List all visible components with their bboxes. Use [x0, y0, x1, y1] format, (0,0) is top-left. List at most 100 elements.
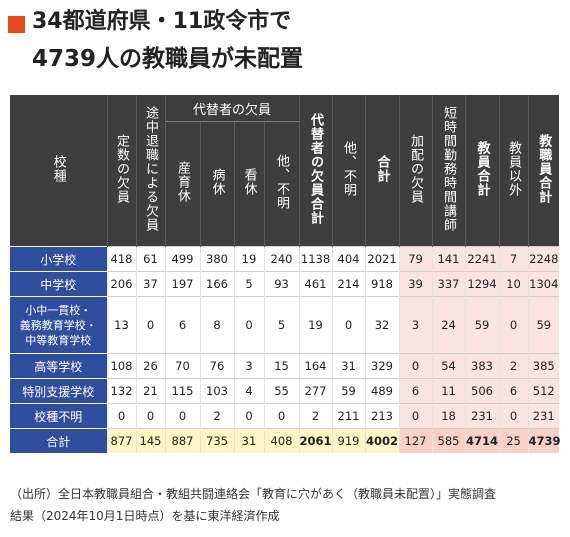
cell: 214 — [331, 271, 366, 297]
cell: 0 — [135, 403, 165, 429]
cell: 76 — [199, 353, 234, 379]
cell: 329 — [364, 353, 400, 379]
row-header-line: 義務教育学校・ — [19, 318, 97, 332]
row-header: 高等学校 — [10, 353, 107, 379]
cell: 6 — [398, 378, 433, 404]
cell: 108 — [106, 353, 136, 379]
cell: 240 — [263, 246, 300, 272]
cell: 61 — [135, 246, 165, 272]
header-kyoin-igai: 教員以外 — [498, 95, 529, 247]
cell: 2 — [199, 403, 234, 429]
row-header: 中学校 — [10, 271, 107, 297]
cell: 2061 — [298, 428, 333, 453]
table-row: 校種不明 0 0 0 2 0 0 2 211 213 0 18 231 0 231 — [10, 403, 560, 429]
title-line-1: 34都道府県・11政令市で — [32, 9, 292, 34]
cell: 877 — [106, 428, 136, 453]
header-daitai-total: 代替者の欠員合計 — [298, 95, 333, 247]
cell: 11 — [431, 378, 466, 404]
source-line-1: （出所）全日本教職員組合・教組共闘連絡会「教育に穴があく（教職員未配置）」実態調… — [10, 487, 497, 501]
cell: 0 — [106, 403, 136, 429]
row-header-line: 中等教育学校 — [25, 333, 92, 347]
cell: 383 — [464, 353, 500, 379]
cell: 19 — [298, 296, 333, 354]
cell: 37 — [135, 271, 165, 297]
cell: 585 — [431, 428, 466, 453]
cell: 0 — [233, 403, 264, 429]
header-other: 他、不明 — [331, 95, 366, 247]
cell: 103 — [199, 378, 234, 404]
header-daitai-group: 代替者の欠員 — [164, 95, 300, 122]
header-sanikukyu: 産育休 — [164, 121, 200, 247]
header-subtotal: 合計 — [364, 95, 400, 247]
cell: 59 — [464, 296, 500, 354]
cell: 8 — [199, 296, 234, 354]
cell: 93 — [263, 271, 300, 297]
cell: 5 — [233, 271, 264, 297]
cell: 0 — [135, 296, 165, 354]
cell: 18 — [431, 403, 466, 429]
cell: 0 — [498, 403, 529, 429]
cell: 1294 — [464, 271, 500, 297]
cell: 55 — [263, 378, 300, 404]
cell: 54 — [431, 353, 466, 379]
header-school-type: 校種 — [10, 95, 107, 247]
table-row: 特別支援学校 132 21 115 103 4 55 277 59 489 6 11 506 6 512 — [10, 378, 560, 404]
cell: 6 — [164, 296, 200, 354]
cell: 2 — [298, 403, 333, 429]
cell: 59 — [527, 296, 560, 354]
row-header: 小中一貫校・ 義務教育学校・ 中等教育学校 — [10, 296, 107, 354]
header-byokyu: 病休 — [199, 121, 234, 247]
cell: 19 — [233, 246, 264, 272]
row-header: 合計 — [10, 428, 107, 453]
cell: 115 — [164, 378, 200, 404]
header-teinai: 定数の欠員 — [106, 95, 136, 247]
cell: 2248 — [527, 246, 560, 272]
header-kaikyu: 看休 — [233, 121, 264, 247]
cell: 0 — [331, 296, 366, 354]
row-header: 小学校 — [10, 246, 107, 272]
cell: 211 — [331, 403, 366, 429]
cell: 70 — [164, 353, 200, 379]
cell: 735 — [199, 428, 234, 453]
cell: 15 — [263, 353, 300, 379]
cell: 39 — [398, 271, 433, 297]
table-row: 高等学校 108 26 70 76 3 15 164 31 329 0 54 383 2 385 — [10, 353, 560, 379]
row-header: 特別支援学校 — [10, 378, 107, 404]
source-line-2: 結果（2024年10月1日時点）を基に東洋経済作成 — [10, 509, 280, 523]
row-header: 校種不明 — [10, 403, 107, 429]
total-row: 合計 877 145 887 735 31 408 2061 919 4002 127 585 4714… — [10, 428, 561, 453]
table-body: 小学校 418 61 499 380 19 240 1138 404 2021 79 141 2241 7… — [10, 246, 561, 453]
cell: 145 — [135, 428, 165, 453]
cell: 408 — [263, 428, 300, 453]
cell: 918 — [364, 271, 400, 297]
cell: 0 — [263, 403, 300, 429]
cell: 31 — [331, 353, 366, 379]
header-tochu: 途中退職による欠員 — [135, 95, 165, 247]
cell: 0 — [398, 353, 433, 379]
cell: 380 — [199, 246, 234, 272]
cell: 127 — [398, 428, 433, 453]
cell: 166 — [199, 271, 234, 297]
cell: 277 — [298, 378, 333, 404]
cell: 231 — [527, 403, 560, 429]
header-daitai-other: 他、不明 — [263, 121, 300, 247]
header-tanjikan: 短時間勤務時間講師 — [431, 95, 466, 247]
cell: 512 — [527, 378, 560, 404]
cell: 26 — [135, 353, 165, 379]
cell: 164 — [298, 353, 333, 379]
cell: 0 — [164, 403, 200, 429]
cell: 3 — [233, 353, 264, 379]
cell: 2021 — [364, 246, 400, 272]
table-row: 中学校 206 37 197 166 5 93 461 214 918 39 337 1294 10 130… — [10, 271, 560, 297]
header-kyoshokuin-total: 教職員合計 — [527, 95, 560, 247]
cell: 418 — [106, 246, 136, 272]
cell: 461 — [298, 271, 333, 297]
header-kahai: 加配の欠員 — [398, 95, 433, 247]
cell: 1304 — [527, 271, 560, 297]
row-header-line: 小中一貫校・ — [25, 303, 92, 317]
cell: 0 — [233, 296, 264, 354]
cell: 0 — [498, 296, 529, 354]
cell: 5 — [263, 296, 300, 354]
cell: 79 — [398, 246, 433, 272]
cell: 197 — [164, 271, 200, 297]
